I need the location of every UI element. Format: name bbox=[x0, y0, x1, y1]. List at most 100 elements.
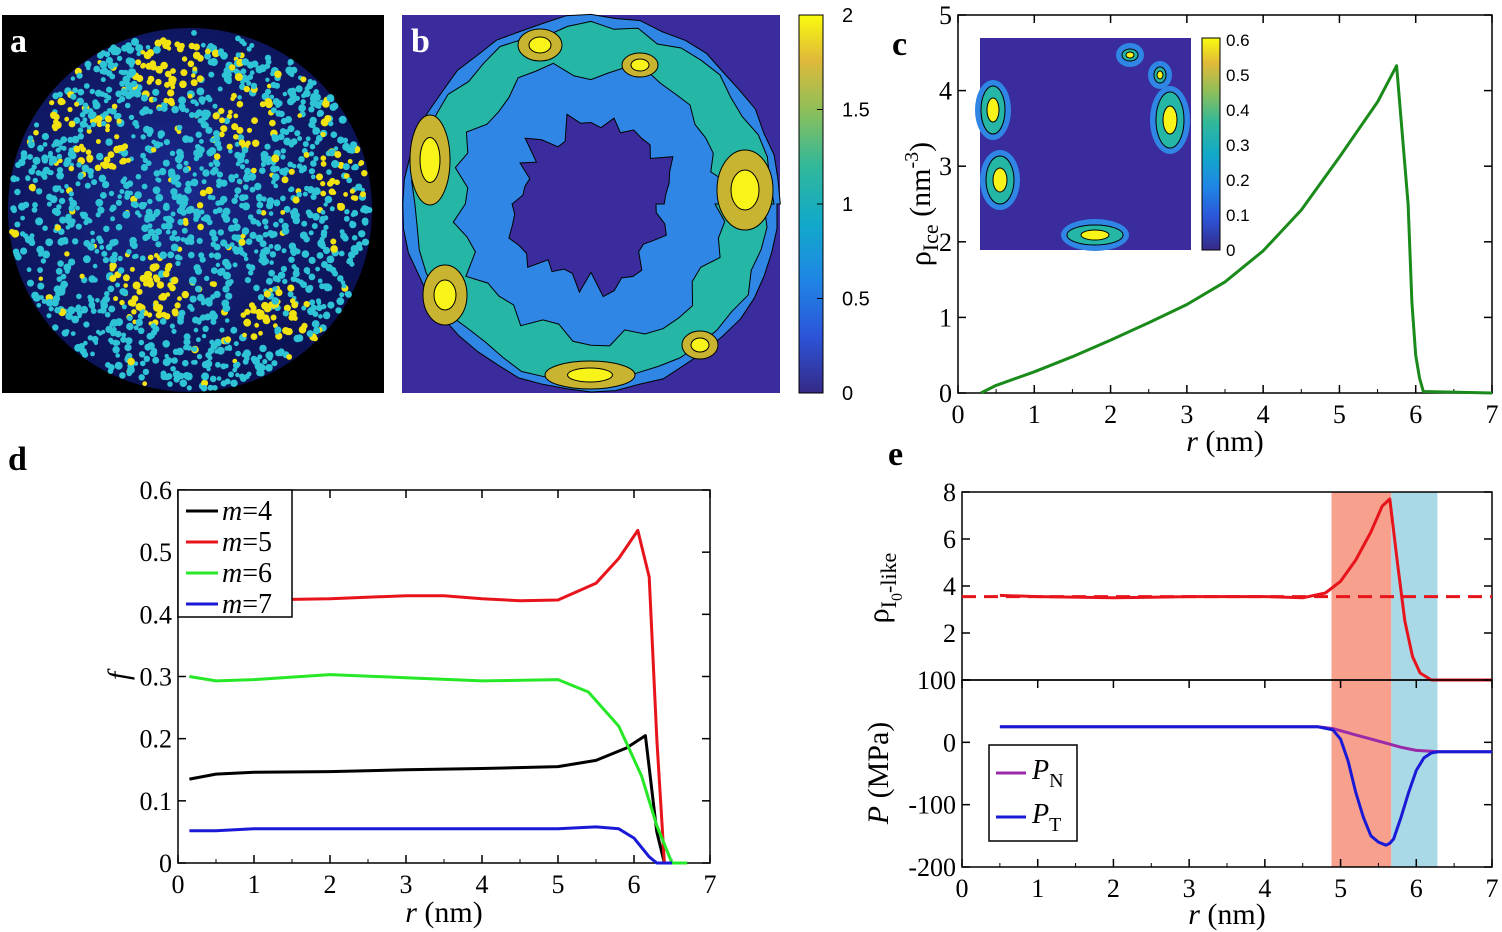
atom-particle bbox=[214, 160, 221, 167]
atom-particle bbox=[57, 158, 63, 164]
atom-particle bbox=[304, 90, 310, 96]
atom-particle bbox=[140, 134, 146, 140]
x-tick-label: 3 bbox=[400, 870, 413, 899]
atom-particle bbox=[226, 143, 233, 150]
atom-particle bbox=[224, 243, 230, 250]
atom-particle bbox=[131, 134, 136, 139]
atom-particle bbox=[147, 198, 153, 205]
atom-particle bbox=[179, 80, 187, 89]
y-tick-label: 2 bbox=[939, 228, 952, 257]
y-axis-label-bottom: P (MPa) bbox=[862, 722, 895, 825]
atom-particle bbox=[103, 225, 110, 232]
atom-particle bbox=[83, 321, 90, 328]
atom-particle bbox=[118, 69, 124, 75]
atom-particle bbox=[176, 197, 184, 205]
atom-particle bbox=[175, 236, 181, 242]
atom-particle bbox=[207, 194, 213, 200]
atom-particle bbox=[273, 221, 279, 228]
atom-particle bbox=[348, 147, 356, 154]
atom-particle bbox=[256, 313, 263, 320]
atom-particle bbox=[197, 146, 205, 154]
atom-particle bbox=[320, 155, 327, 161]
atom-particle bbox=[67, 136, 74, 143]
atom-particle bbox=[167, 251, 175, 259]
atom-particle bbox=[93, 65, 101, 73]
atom-particle bbox=[178, 96, 187, 105]
atom-particle bbox=[243, 85, 250, 93]
atom-particle bbox=[260, 210, 267, 216]
atom-particle bbox=[312, 311, 319, 317]
atom-particle bbox=[250, 218, 257, 225]
atom-particle bbox=[59, 188, 65, 194]
atom-particle bbox=[199, 139, 204, 144]
atom-particle bbox=[347, 159, 353, 164]
atom-particle bbox=[246, 46, 252, 52]
x-tick-label: 2 bbox=[1107, 874, 1120, 903]
atom-particle bbox=[349, 220, 354, 225]
atom-particle bbox=[199, 209, 205, 215]
atom-particle bbox=[96, 121, 103, 128]
atom-particle bbox=[271, 154, 280, 163]
atom-particle bbox=[147, 109, 153, 115]
atom-particle bbox=[46, 313, 52, 319]
atom-particle bbox=[56, 167, 64, 174]
atom-particle bbox=[315, 298, 322, 304]
atom-particle bbox=[287, 61, 293, 66]
atom-particle bbox=[303, 151, 310, 158]
atom-particle bbox=[189, 295, 197, 303]
atom-particle bbox=[228, 279, 234, 285]
atom-particle bbox=[180, 209, 187, 216]
atom-particle bbox=[249, 302, 255, 309]
atom-particle bbox=[89, 304, 96, 310]
atom-particle bbox=[54, 307, 61, 314]
atom-particle bbox=[269, 119, 276, 127]
atom-particle bbox=[232, 367, 238, 373]
atom-particle bbox=[268, 211, 274, 216]
atom-particle bbox=[149, 350, 157, 357]
atom-particle bbox=[67, 306, 76, 315]
inset-blob-peak bbox=[1080, 229, 1110, 241]
atom-particle bbox=[324, 195, 333, 204]
atom-particle bbox=[187, 234, 195, 242]
atom-particle bbox=[124, 194, 130, 200]
atom-particle bbox=[160, 105, 168, 112]
atom-particle bbox=[328, 188, 336, 195]
panel-a: a bbox=[2, 15, 384, 393]
panel-c: 0 1 2 3 4 5 6 7 0 1 2 3 4 5 r (nm) ρIce (nm-3) c 0.6 0.5… bbox=[892, 1, 1499, 458]
atom-particle bbox=[115, 199, 122, 206]
atom-particle bbox=[207, 96, 213, 103]
atom-particle bbox=[328, 96, 335, 103]
atom-particle bbox=[213, 252, 222, 260]
atom-particle bbox=[361, 170, 368, 177]
atom-particle bbox=[210, 315, 216, 321]
atom-particle bbox=[199, 189, 207, 197]
atom-particle bbox=[55, 267, 63, 275]
atom-particle bbox=[201, 179, 207, 185]
legend-label: m=7 bbox=[222, 589, 272, 620]
atom-particle bbox=[202, 325, 209, 332]
atom-particle bbox=[142, 157, 148, 163]
atom-particle bbox=[124, 102, 131, 109]
atom-particle bbox=[27, 154, 33, 160]
atom-particle bbox=[272, 98, 280, 106]
contour-ring bbox=[508, 113, 674, 298]
atom-particle bbox=[300, 76, 307, 83]
atom-particle bbox=[83, 83, 90, 89]
atom-particle bbox=[95, 212, 101, 218]
atom-particle bbox=[27, 279, 34, 287]
atom-particle bbox=[232, 218, 239, 224]
colorbar-b-tick-label: 2 bbox=[842, 5, 853, 27]
atom-particle bbox=[301, 166, 307, 172]
atom-particle bbox=[79, 273, 85, 279]
atom-particle bbox=[316, 173, 323, 181]
legend-label: PT bbox=[1031, 799, 1061, 836]
atom-particle bbox=[52, 324, 59, 331]
atom-particle bbox=[323, 202, 328, 207]
atom-particle bbox=[270, 314, 277, 321]
atom-particle bbox=[334, 179, 340, 186]
inset-blob-peak bbox=[1125, 51, 1135, 59]
atom-particle bbox=[264, 143, 271, 150]
atom-particle bbox=[231, 92, 237, 99]
atom-particle bbox=[274, 244, 282, 251]
atom-particle bbox=[193, 327, 199, 333]
